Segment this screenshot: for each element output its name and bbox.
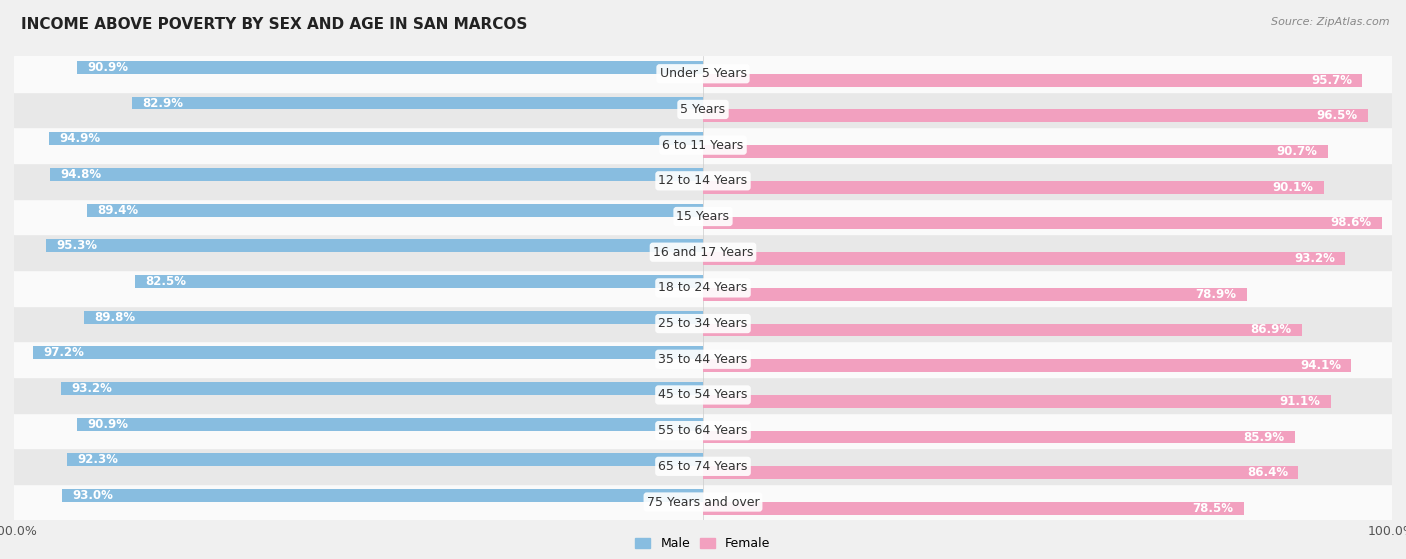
Bar [14,342,1392,377]
Bar [14,198,1392,234]
Bar [703,430,1295,443]
Bar [14,234,1392,270]
Bar [703,395,1330,408]
Text: 90.9%: 90.9% [87,61,128,74]
Text: 93.2%: 93.2% [1294,252,1334,265]
Text: 89.4%: 89.4% [97,203,139,216]
Text: Source: ZipAtlas.com: Source: ZipAtlas.com [1271,17,1389,27]
Text: 18 to 24 Years: 18 to 24 Years [658,281,748,295]
Bar [703,110,1368,122]
Text: 86.9%: 86.9% [1250,324,1291,337]
Text: 89.8%: 89.8% [94,311,136,324]
Bar [703,216,1382,229]
Bar [14,56,1392,92]
Text: 98.6%: 98.6% [1331,216,1372,229]
Bar [14,92,1392,127]
Bar [703,288,1247,301]
Text: 75 Years and over: 75 Years and over [647,495,759,509]
Text: 45 to 54 Years: 45 to 54 Years [658,389,748,401]
Bar [703,145,1327,158]
Text: 95.7%: 95.7% [1310,74,1353,87]
Bar [132,97,703,110]
Text: Under 5 Years: Under 5 Years [659,67,747,80]
Bar [46,239,703,252]
Bar [703,74,1362,87]
Text: 65 to 74 Years: 65 to 74 Years [658,460,748,473]
Text: 85.9%: 85.9% [1243,430,1285,444]
Bar [60,382,703,395]
Text: 95.3%: 95.3% [56,239,98,252]
Bar [703,466,1298,479]
Bar [14,127,1392,163]
Bar [67,453,703,466]
Text: 55 to 64 Years: 55 to 64 Years [658,424,748,437]
Bar [135,275,703,288]
Text: 93.0%: 93.0% [73,489,114,502]
Text: 90.7%: 90.7% [1277,145,1317,158]
Text: INCOME ABOVE POVERTY BY SEX AND AGE IN SAN MARCOS: INCOME ABOVE POVERTY BY SEX AND AGE IN S… [21,17,527,32]
Text: 86.4%: 86.4% [1247,466,1288,479]
Bar [14,413,1392,448]
Bar [49,132,703,145]
Text: 78.5%: 78.5% [1192,502,1233,515]
Text: 5 Years: 5 Years [681,103,725,116]
Bar [14,377,1392,413]
Bar [84,311,703,324]
Text: 82.9%: 82.9% [142,97,183,110]
Bar [703,181,1323,193]
Bar [14,448,1392,484]
Text: 25 to 34 Years: 25 to 34 Years [658,317,748,330]
Text: 15 Years: 15 Years [676,210,730,223]
Text: 97.2%: 97.2% [44,347,84,359]
Text: 12 to 14 Years: 12 to 14 Years [658,174,748,187]
Bar [34,347,703,359]
Bar [14,306,1392,342]
Bar [703,502,1244,515]
Text: 35 to 44 Years: 35 to 44 Years [658,353,748,366]
Text: 82.5%: 82.5% [145,275,186,288]
Text: 78.9%: 78.9% [1195,288,1236,301]
Bar [87,203,703,216]
Text: 93.2%: 93.2% [72,382,112,395]
Text: 6 to 11 Years: 6 to 11 Years [662,139,744,151]
Legend: Male, Female: Male, Female [630,532,776,556]
Text: 91.1%: 91.1% [1279,395,1320,408]
Bar [77,418,703,430]
Bar [14,484,1392,520]
Text: 90.9%: 90.9% [87,418,128,431]
Text: 94.1%: 94.1% [1301,359,1341,372]
Bar [62,489,703,502]
Bar [703,252,1346,265]
Bar [703,324,1302,337]
Text: 92.3%: 92.3% [77,453,118,466]
Text: 90.1%: 90.1% [1272,181,1313,194]
Text: 94.8%: 94.8% [60,168,101,181]
Bar [77,61,703,74]
Bar [14,163,1392,198]
Text: 94.9%: 94.9% [59,132,101,145]
Text: 96.5%: 96.5% [1316,110,1358,122]
Bar [14,270,1392,306]
Bar [703,359,1351,372]
Bar [49,168,703,181]
Text: 16 and 17 Years: 16 and 17 Years [652,246,754,259]
